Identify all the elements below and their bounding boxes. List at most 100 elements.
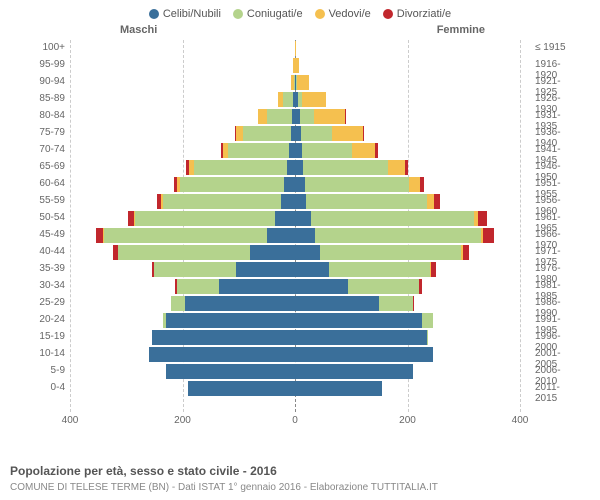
- male-bar: [70, 41, 295, 56]
- age-row: 0-42011-2015: [70, 380, 520, 397]
- age-label: 75-79: [20, 127, 65, 138]
- legend-swatch: [383, 9, 393, 19]
- male-bar: [70, 313, 295, 328]
- segment: [219, 279, 295, 294]
- segment: [267, 228, 295, 243]
- legend-label: Coniugati/e: [247, 8, 303, 20]
- female-bar: [295, 364, 520, 379]
- female-bar: [295, 109, 520, 124]
- bars: [70, 347, 520, 362]
- legend-item: Coniugati/e: [233, 8, 303, 20]
- segment: [314, 109, 345, 124]
- age-label: 80-84: [20, 110, 65, 121]
- segment: [303, 160, 387, 175]
- x-tick: 200: [399, 415, 416, 426]
- segment: [329, 262, 430, 277]
- segment: [275, 211, 295, 226]
- legend-swatch: [149, 9, 159, 19]
- segment: [283, 92, 293, 107]
- female-bar: [295, 228, 520, 243]
- age-label: 90-94: [20, 76, 65, 87]
- bars: [70, 279, 520, 294]
- segment: [463, 245, 470, 260]
- chart-title: Popolazione per età, sesso e stato civil…: [10, 464, 277, 478]
- age-row: 35-391976-1980: [70, 261, 520, 278]
- x-tick: 200: [174, 415, 191, 426]
- bars: [70, 211, 520, 226]
- segment: [302, 143, 353, 158]
- gridline: [520, 40, 521, 412]
- segment: [96, 228, 103, 243]
- segment: [413, 296, 414, 311]
- segment: [104, 228, 267, 243]
- bars: [70, 262, 520, 277]
- female-bar: [295, 347, 520, 362]
- bars: [70, 126, 520, 141]
- female-bar: [295, 143, 520, 158]
- male-bar: [70, 364, 295, 379]
- segment: [284, 177, 295, 192]
- age-label: 0-4: [20, 382, 65, 393]
- segment: [295, 313, 422, 328]
- bars: [70, 245, 520, 260]
- legend-item: Vedovi/e: [315, 8, 371, 20]
- segment: [295, 228, 315, 243]
- segment: [295, 245, 320, 260]
- male-bar: [70, 347, 295, 362]
- age-label: 55-59: [20, 195, 65, 206]
- bars: [70, 160, 520, 175]
- segment: [295, 143, 302, 158]
- segment: [348, 279, 418, 294]
- segment: [306, 194, 427, 209]
- segment: [311, 211, 474, 226]
- bars: [70, 177, 520, 192]
- legend-label: Celibi/Nubili: [163, 8, 221, 20]
- segment: [281, 194, 295, 209]
- x-tick: 0: [292, 415, 298, 426]
- segment: [295, 58, 299, 73]
- segment: [295, 41, 296, 56]
- segment: [267, 109, 292, 124]
- legend-label: Vedovi/e: [329, 8, 371, 20]
- male-bar: [70, 143, 295, 158]
- age-row: 45-491966-1970: [70, 227, 520, 244]
- bars: [70, 228, 520, 243]
- segment: [320, 245, 461, 260]
- age-label: 95-99: [20, 59, 65, 70]
- segment: [295, 177, 305, 192]
- segment: [427, 330, 428, 345]
- birth-label: ≤ 1915: [535, 42, 580, 53]
- bars: [70, 109, 520, 124]
- age-row: 85-891926-1930: [70, 91, 520, 108]
- segment: [419, 279, 422, 294]
- segment: [236, 262, 295, 277]
- segment: [405, 160, 408, 175]
- male-bar: [70, 211, 295, 226]
- segment: [295, 381, 382, 396]
- female-bar: [295, 381, 520, 396]
- segment: [295, 160, 303, 175]
- female-bar: [295, 279, 520, 294]
- x-axis: 4002000200400: [70, 415, 520, 430]
- bars: [70, 58, 520, 73]
- male-bar: [70, 109, 295, 124]
- segment: [420, 177, 424, 192]
- age-row: 40-441971-1975: [70, 244, 520, 261]
- male-bar: [70, 177, 295, 192]
- segment: [149, 347, 295, 362]
- female-bar: [295, 262, 520, 277]
- segment: [315, 228, 481, 243]
- plot: 100+≤ 191595-991916-192090-941921-192585…: [70, 40, 520, 412]
- age-row: 55-591956-1960: [70, 193, 520, 210]
- x-tick: 400: [62, 415, 79, 426]
- segment: [352, 143, 375, 158]
- female-bar: [295, 41, 520, 56]
- legend: Celibi/NubiliConiugati/eVedovi/eDivorzia…: [0, 0, 600, 24]
- age-label: 65-69: [20, 161, 65, 172]
- segment: [301, 126, 332, 141]
- segment: [135, 211, 276, 226]
- segment: [300, 109, 314, 124]
- x-tick: 400: [512, 415, 529, 426]
- segment: [295, 211, 311, 226]
- age-row: 5-92006-2010: [70, 363, 520, 380]
